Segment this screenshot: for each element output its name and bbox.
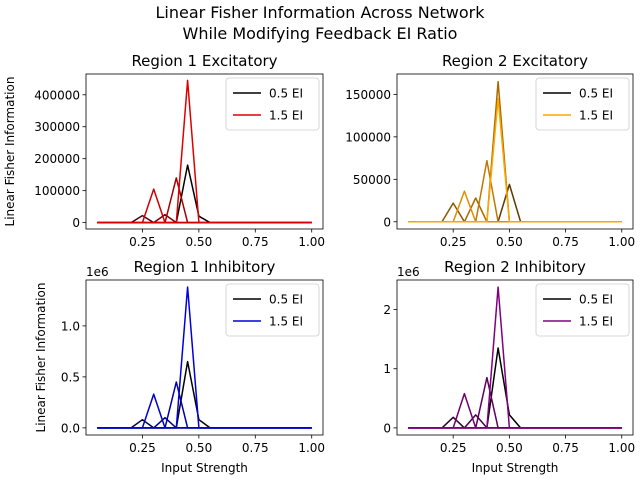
subplot-2: Region 2 Excitatory 0.25 0.50 0.75 1.00 0 5000… [345, 52, 635, 249]
x-tick-label: 0.75 [242, 441, 269, 455]
subplot-title: Region 2 Inhibitory [444, 258, 586, 276]
y-tick-label: 100000 [34, 184, 80, 198]
legend-box [225, 283, 320, 337]
y-tick-label: 0 [383, 421, 391, 435]
x-tick-label: 1.00 [608, 441, 635, 455]
legend: 0.5 EI 1.5 EI [535, 283, 630, 337]
series-line-5 [408, 159, 622, 223]
y-tick-label: 50000 [353, 173, 391, 187]
legend: 0.5 EI 1.5 EI [535, 77, 630, 131]
x-axis-label: Input Strength [472, 461, 559, 475]
series-line-6 [408, 286, 622, 429]
subplot-1: Region 1 Excitatory 0.25 0.50 0.75 1.00 0 1000… [3, 52, 325, 249]
legend-box [535, 283, 630, 337]
x-tick-label: 0.25 [129, 441, 156, 455]
x-tick-label: 0.50 [496, 441, 523, 455]
series-line-3 [408, 202, 622, 223]
x-tick-label: 1.00 [608, 235, 635, 249]
x-tick-label: 0.25 [440, 235, 467, 249]
x-tick-label: 0.75 [552, 235, 579, 249]
series-line-2 [408, 416, 622, 429]
y-tick-label: 0.0 [61, 421, 80, 435]
y-tick-label: 100000 [345, 130, 391, 144]
series-line-2 [408, 183, 622, 223]
x-tick-label: 0.75 [552, 441, 579, 455]
x-tick-label: 0.25 [440, 441, 467, 455]
series-line-1 [97, 164, 312, 224]
y-tick-label: 200000 [34, 152, 80, 166]
legend-label: 0.5 EI [269, 293, 303, 307]
x-tick-label: 0.50 [185, 235, 212, 249]
y-tick-label: 2 [383, 303, 391, 317]
series-lines [97, 286, 312, 429]
y-tick-label: 0.5 [61, 370, 80, 384]
legend-label: 1.5 EI [579, 109, 613, 123]
legend-label: 0.5 EI [269, 87, 303, 101]
axes-frame [396, 279, 634, 436]
subplot-title: Region 1 Excitatory [131, 52, 277, 70]
y-axis-label: Linear Fisher Information [34, 283, 48, 433]
series-line-3 [97, 416, 312, 429]
legend-label: 0.5 EI [579, 87, 613, 101]
subplot-4: Region 2 Inhibitory 0.25 0.50 0.75 1.00 0 1 2 1e… [383, 258, 635, 475]
subplot-title: Region 1 Inhibitory [134, 258, 276, 276]
series-line-6 [97, 79, 312, 224]
y-tick-label: 150000 [345, 88, 391, 102]
x-tick-label: 0.75 [242, 235, 269, 249]
legend: 0.5 EI 1.5 EI [225, 77, 320, 131]
legend-label: 1.5 EI [579, 315, 613, 329]
series-lines [408, 80, 622, 223]
y-offset-label: 1e6 [397, 265, 420, 279]
legend-box [225, 77, 320, 131]
y-tick-label: 0 [383, 215, 391, 229]
series-line-1 [408, 347, 622, 429]
series-line-5 [408, 392, 622, 429]
x-tick-label: 1.00 [298, 235, 325, 249]
series-line-4 [97, 177, 312, 224]
series-line-6 [408, 190, 622, 223]
legend: 0.5 EI 1.5 EI [225, 283, 320, 337]
series-line-5 [97, 188, 312, 224]
axes-frame [396, 73, 634, 230]
legend-label: 1.5 EI [269, 315, 303, 329]
series-line-5 [97, 393, 312, 429]
series-line-1 [97, 360, 312, 429]
subplot-title: Region 2 Excitatory [442, 52, 588, 70]
legend-label: 0.5 EI [579, 293, 613, 307]
axes-frame [85, 279, 324, 436]
legend-box [535, 77, 630, 131]
x-axis-label: Input Strength [161, 461, 248, 475]
axes-frame [85, 73, 324, 230]
x-tick-label: 1.00 [298, 441, 325, 455]
series-lines [408, 286, 622, 429]
series-line-6 [97, 286, 312, 429]
x-tick-label: 0.50 [185, 441, 212, 455]
series-line-7 [408, 97, 622, 223]
y-tick-label: 1 [383, 362, 391, 376]
x-tick-label: 0.50 [496, 235, 523, 249]
series-lines [97, 79, 312, 224]
figure-title-line1: Linear Fisher Information Across Network [155, 3, 485, 22]
legend-label: 1.5 EI [269, 109, 303, 123]
series-line-4 [97, 381, 312, 429]
y-tick-label: 300000 [34, 120, 80, 134]
x-tick-label: 0.25 [129, 235, 156, 249]
y-offset-label: 1e6 [86, 265, 109, 279]
y-tick-label: 0 [72, 216, 80, 230]
y-tick-label: 400000 [34, 88, 80, 102]
y-axis-label: Linear Fisher Information [3, 77, 17, 227]
y-tick-label: 1.0 [61, 319, 80, 333]
subplot-3: Region 1 Inhibitory 0.25 0.50 0.75 1.00 0.0 0.… [34, 258, 325, 475]
figure-title-line2: While Modifying Feedback EI Ratio [183, 24, 458, 43]
